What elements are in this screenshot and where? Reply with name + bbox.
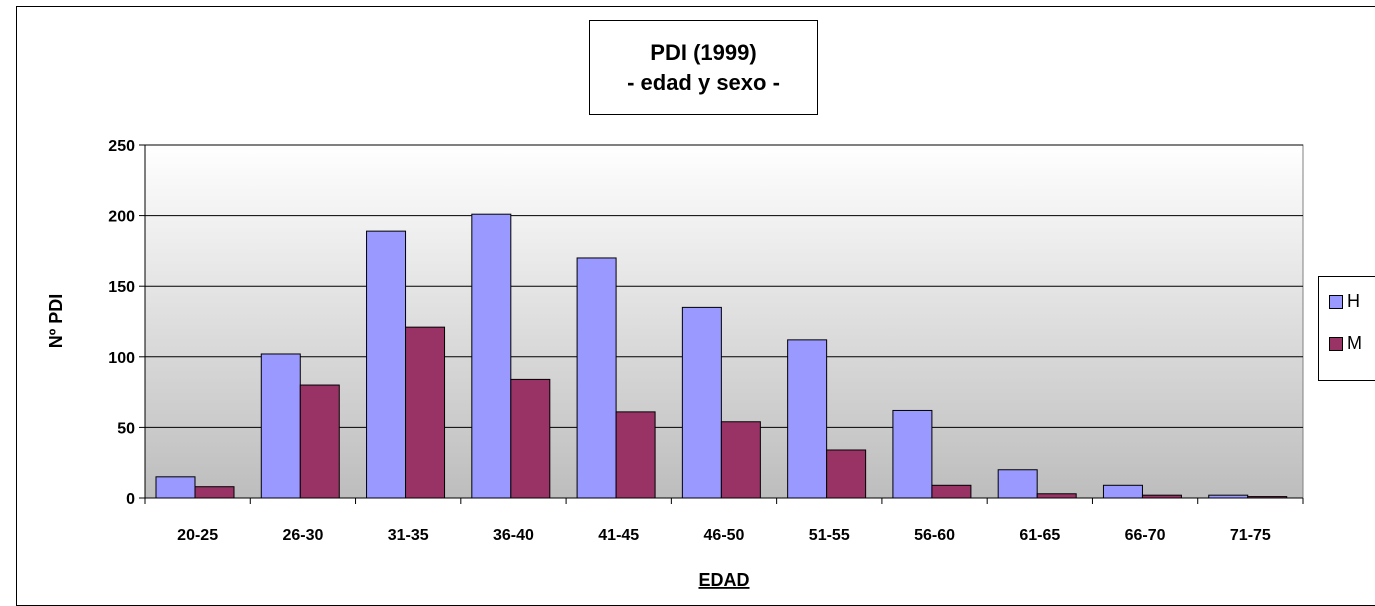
y-axis-title: Nº PDI [46, 294, 66, 349]
x-tick-labels: 20-25 26-30 31-35 36-40 41-45 46-50 51-55 56-60… [177, 527, 1271, 544]
y-tick-label: 250 [108, 138, 135, 155]
y-tick-label: 200 [108, 209, 135, 226]
x-axis-title: EDAD [698, 570, 749, 590]
legend-swatch-m [1329, 336, 1343, 351]
x-tick-label: 61-65 [1019, 527, 1060, 544]
bar-h-46-50 [681, 306, 722, 499]
x-tick-label: 20-25 [177, 527, 218, 544]
bar-m-20-25 [194, 486, 235, 499]
chart-title-line-1: PDI (1999) [650, 39, 757, 65]
bar-m-56-60 [931, 484, 972, 499]
bars [155, 213, 1288, 499]
legend-label-h: H [1347, 291, 1360, 311]
bar-h-26-30 [260, 353, 301, 499]
legend-label-m: M [1347, 333, 1362, 353]
legend-item-m: M [1329, 333, 1362, 354]
bar-h-66-70 [1102, 484, 1143, 499]
bar-h-51-55 [787, 339, 828, 499]
bar-h-36-40 [471, 213, 512, 499]
legend-item-h: H [1329, 291, 1360, 312]
y-tick-label: 50 [117, 420, 135, 437]
x-tick-label: 56-60 [914, 527, 955, 544]
x-tick-label: 41-45 [598, 527, 639, 544]
x-tick-label: 71-75 [1230, 527, 1271, 544]
x-tick-label: 51-55 [809, 527, 850, 544]
x-tick-label: 66-70 [1125, 527, 1166, 544]
bar-h-31-35 [366, 230, 407, 499]
bar-m-36-40 [510, 378, 551, 499]
bar-m-51-55 [826, 449, 867, 499]
bar-h-61-65 [997, 469, 1038, 499]
bar-h-56-60 [892, 409, 933, 499]
legend: H M [1318, 276, 1375, 381]
x-tick-label: 26-30 [282, 527, 323, 544]
x-tick-label: 31-35 [388, 527, 429, 544]
bar-m-26-30 [299, 384, 340, 499]
chart-title-box: PDI (1999) - edad y sexo - [589, 20, 818, 115]
legend-swatch-h [1329, 294, 1343, 309]
axes [139, 144, 1304, 504]
bar-m-61-65 [1036, 493, 1077, 499]
y-tick-labels: 0 50 100 150 200 250 [108, 138, 135, 508]
x-tick-label: 46-50 [704, 527, 745, 544]
bar-m-46-50 [720, 421, 761, 499]
bar-h-41-45 [576, 257, 617, 499]
y-tick-label: 0 [126, 491, 135, 508]
bar-m-41-45 [615, 411, 656, 499]
bar-m-31-35 [405, 326, 446, 499]
y-tick-label: 100 [108, 350, 135, 367]
y-tick-label: 150 [108, 279, 135, 296]
chart-title-line-2: - edad y sexo - [627, 69, 780, 95]
bar-h-20-25 [155, 476, 196, 499]
x-tick-label: 36-40 [493, 527, 534, 544]
